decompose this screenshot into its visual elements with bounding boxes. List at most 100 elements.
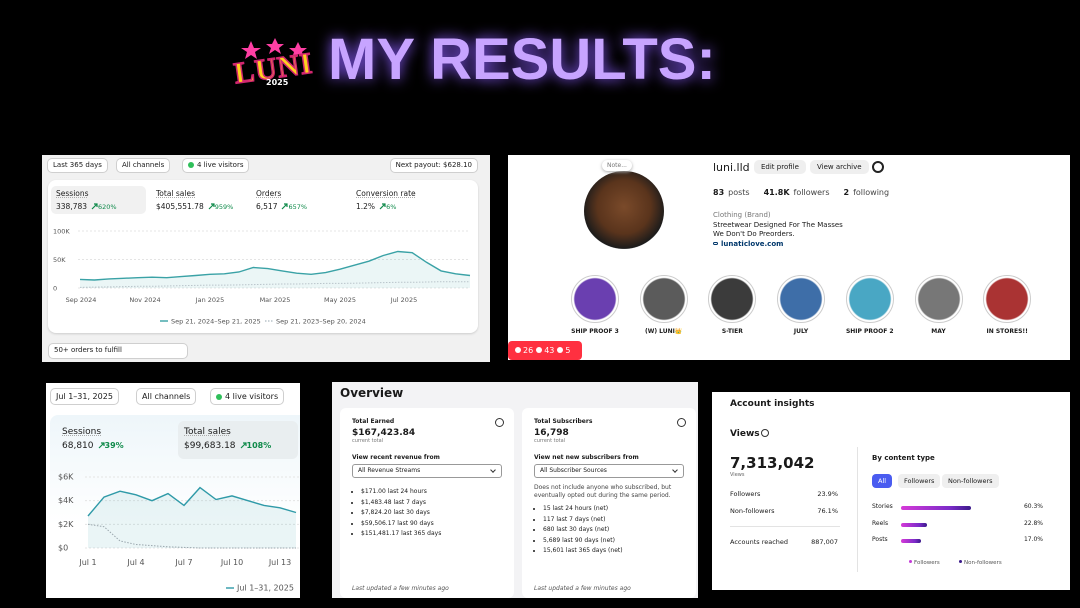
- metric-change: 657%: [288, 203, 308, 211]
- metric: Sessions 68,810 39%: [62, 427, 177, 451]
- bio: Clothing (Brand) Streetwear Designed For …: [713, 211, 843, 249]
- bar: [901, 506, 971, 510]
- bar-value: 22.8%: [1023, 519, 1043, 527]
- views-sub: Views: [730, 472, 745, 478]
- metric-change: 620%: [98, 203, 117, 211]
- bio-line: Clothing (Brand): [713, 211, 771, 219]
- link-icon: [713, 241, 718, 245]
- row-value: 23.9%: [817, 490, 838, 498]
- card-icon[interactable]: [677, 418, 686, 427]
- filter-pill[interactable]: Jul 1–31, 2025: [50, 388, 119, 405]
- highlight-label: SHIP PROOF 3: [571, 328, 619, 335]
- note-bubble[interactable]: Note...: [602, 160, 632, 171]
- list-item: 680 last 30 days (net): [543, 525, 684, 536]
- metric-label: Total sales: [184, 427, 231, 437]
- overview-panel: Overview Total Earned $167,423.84 current …: [332, 382, 698, 598]
- insights-panel: Account insights Views 7,313,042 Views F…: [712, 392, 1070, 590]
- orders-pill[interactable]: 50+ orders to fulfill: [48, 343, 188, 359]
- metric-label: Conversion rate: [356, 189, 416, 198]
- up-arrow: [208, 203, 215, 210]
- highlight-ring[interactable]: [914, 275, 963, 323]
- highlight-ring[interactable]: [571, 275, 619, 323]
- list-item: 5,689 last 90 days (net): [543, 536, 684, 547]
- bio-line: We Don't Do Preorders.: [713, 230, 795, 238]
- updated: Last updated a few minutes ago: [352, 585, 449, 592]
- item-list: $171.00 last 24 hours$1,483.48 last 7 da…: [352, 487, 502, 540]
- stat[interactable]: 83 posts: [713, 188, 750, 197]
- tab[interactable]: All: [872, 474, 893, 488]
- up-arrow: [282, 203, 289, 210]
- legend-label: Non-followers: [964, 560, 1002, 566]
- highlight-label: MAY: [931, 328, 946, 335]
- edit-profile-button[interactable]: Edit profile: [754, 160, 806, 174]
- metric-value: 68,810: [62, 441, 94, 451]
- shopify-month-panel: Jul 1–31, 2025 All channels 4 live visit…: [46, 383, 300, 598]
- select[interactable]: All Revenue Streams: [352, 464, 502, 478]
- tab[interactable]: Non-followers: [942, 474, 999, 488]
- info-icon[interactable]: [761, 429, 769, 437]
- highlight-ring[interactable]: [639, 275, 688, 323]
- card-icon[interactable]: [495, 418, 504, 427]
- shopify-year-panel: Last 365 days All channels 4 live visito…: [42, 155, 490, 362]
- handle: luni.lld: [713, 161, 750, 174]
- legend-dot: [909, 560, 912, 563]
- list-item: 15,601 last 365 days (net): [543, 546, 684, 557]
- live-text: 4 live visitors: [225, 392, 279, 401]
- settings-icon[interactable]: [872, 161, 884, 173]
- select[interactable]: All Subscriber Sources: [534, 464, 684, 478]
- stat-value: 41.8K: [763, 188, 790, 197]
- stat[interactable]: 41.8K followers: [764, 188, 830, 197]
- list-item: $151,481.17 last 365 days: [361, 529, 502, 540]
- activity-count: 5: [565, 346, 571, 355]
- highlight-ring[interactable]: [983, 275, 1032, 323]
- metric-value: $99,683.18: [184, 441, 236, 451]
- highlight-ring[interactable]: [845, 275, 894, 323]
- activity-badge[interactable]: 26 43 5: [508, 341, 582, 360]
- list-item: 15 last 24 hours (net): [543, 504, 684, 515]
- metric-change: 108%: [246, 441, 272, 450]
- bio-link[interactable]: lunaticlove.com: [713, 240, 843, 250]
- avatar[interactable]: [584, 171, 664, 251]
- list-item: $171.00 last 24 hours: [361, 487, 502, 498]
- metric-value: $405,551.78: [156, 202, 204, 211]
- metric-row: 68,810 39%: [62, 441, 177, 451]
- stat-value: 2: [843, 188, 850, 197]
- reached-value: 887,007: [811, 538, 838, 546]
- filter-pill[interactable]: All channels: [136, 388, 197, 405]
- highlight-ring[interactable]: [708, 275, 757, 323]
- view-archive-button[interactable]: View archive: [810, 160, 869, 174]
- card-label: Total Earned: [352, 418, 395, 425]
- arrow-shape: [379, 203, 386, 210]
- arrow-shape: [282, 203, 289, 210]
- filter-pill[interactable]: All channels: [116, 158, 171, 173]
- metric-label: Orders: [256, 189, 282, 198]
- bar-value: 17.0%: [1023, 536, 1043, 543]
- legend-item: Followers: [909, 560, 940, 566]
- live-pill[interactable]: 4 live visitors: [210, 388, 285, 405]
- metric-label: Sessions: [62, 427, 102, 437]
- card-label: Total Subscribers: [534, 418, 593, 425]
- reached-label: Accounts reached: [730, 538, 789, 546]
- page-title: MY RESULTS:: [328, 27, 716, 92]
- row-label: Non-followers: [730, 507, 775, 515]
- metric: Sessions 338,783 620%: [51, 186, 146, 214]
- legend-dot: [959, 560, 962, 563]
- highlight-ring[interactable]: [777, 275, 826, 323]
- live-pill[interactable]: 4 live visitors: [182, 158, 250, 173]
- legend-label: Followers: [914, 560, 940, 566]
- bar-label: Reels: [872, 519, 889, 527]
- highlight-label: IN STORES!!: [986, 328, 1028, 335]
- arrow-shape: [208, 203, 215, 210]
- metric-row: 1.2% 6%: [356, 202, 441, 211]
- metric: Orders 6,517 657%: [251, 186, 346, 214]
- logo: LUNI 2025: [231, 38, 316, 96]
- bar-value: 60.3%: [1023, 503, 1043, 510]
- stat[interactable]: 2 following: [844, 188, 890, 197]
- payout-pill[interactable]: Next payout: $628.10: [389, 158, 478, 173]
- select-label: View net new subscribers from: [534, 454, 639, 461]
- highlight-label: SHIP PROOF 2: [845, 328, 894, 335]
- live-dot: [216, 394, 222, 400]
- filter-pill[interactable]: Last 365 days: [47, 158, 108, 173]
- tab[interactable]: Followers: [898, 474, 941, 488]
